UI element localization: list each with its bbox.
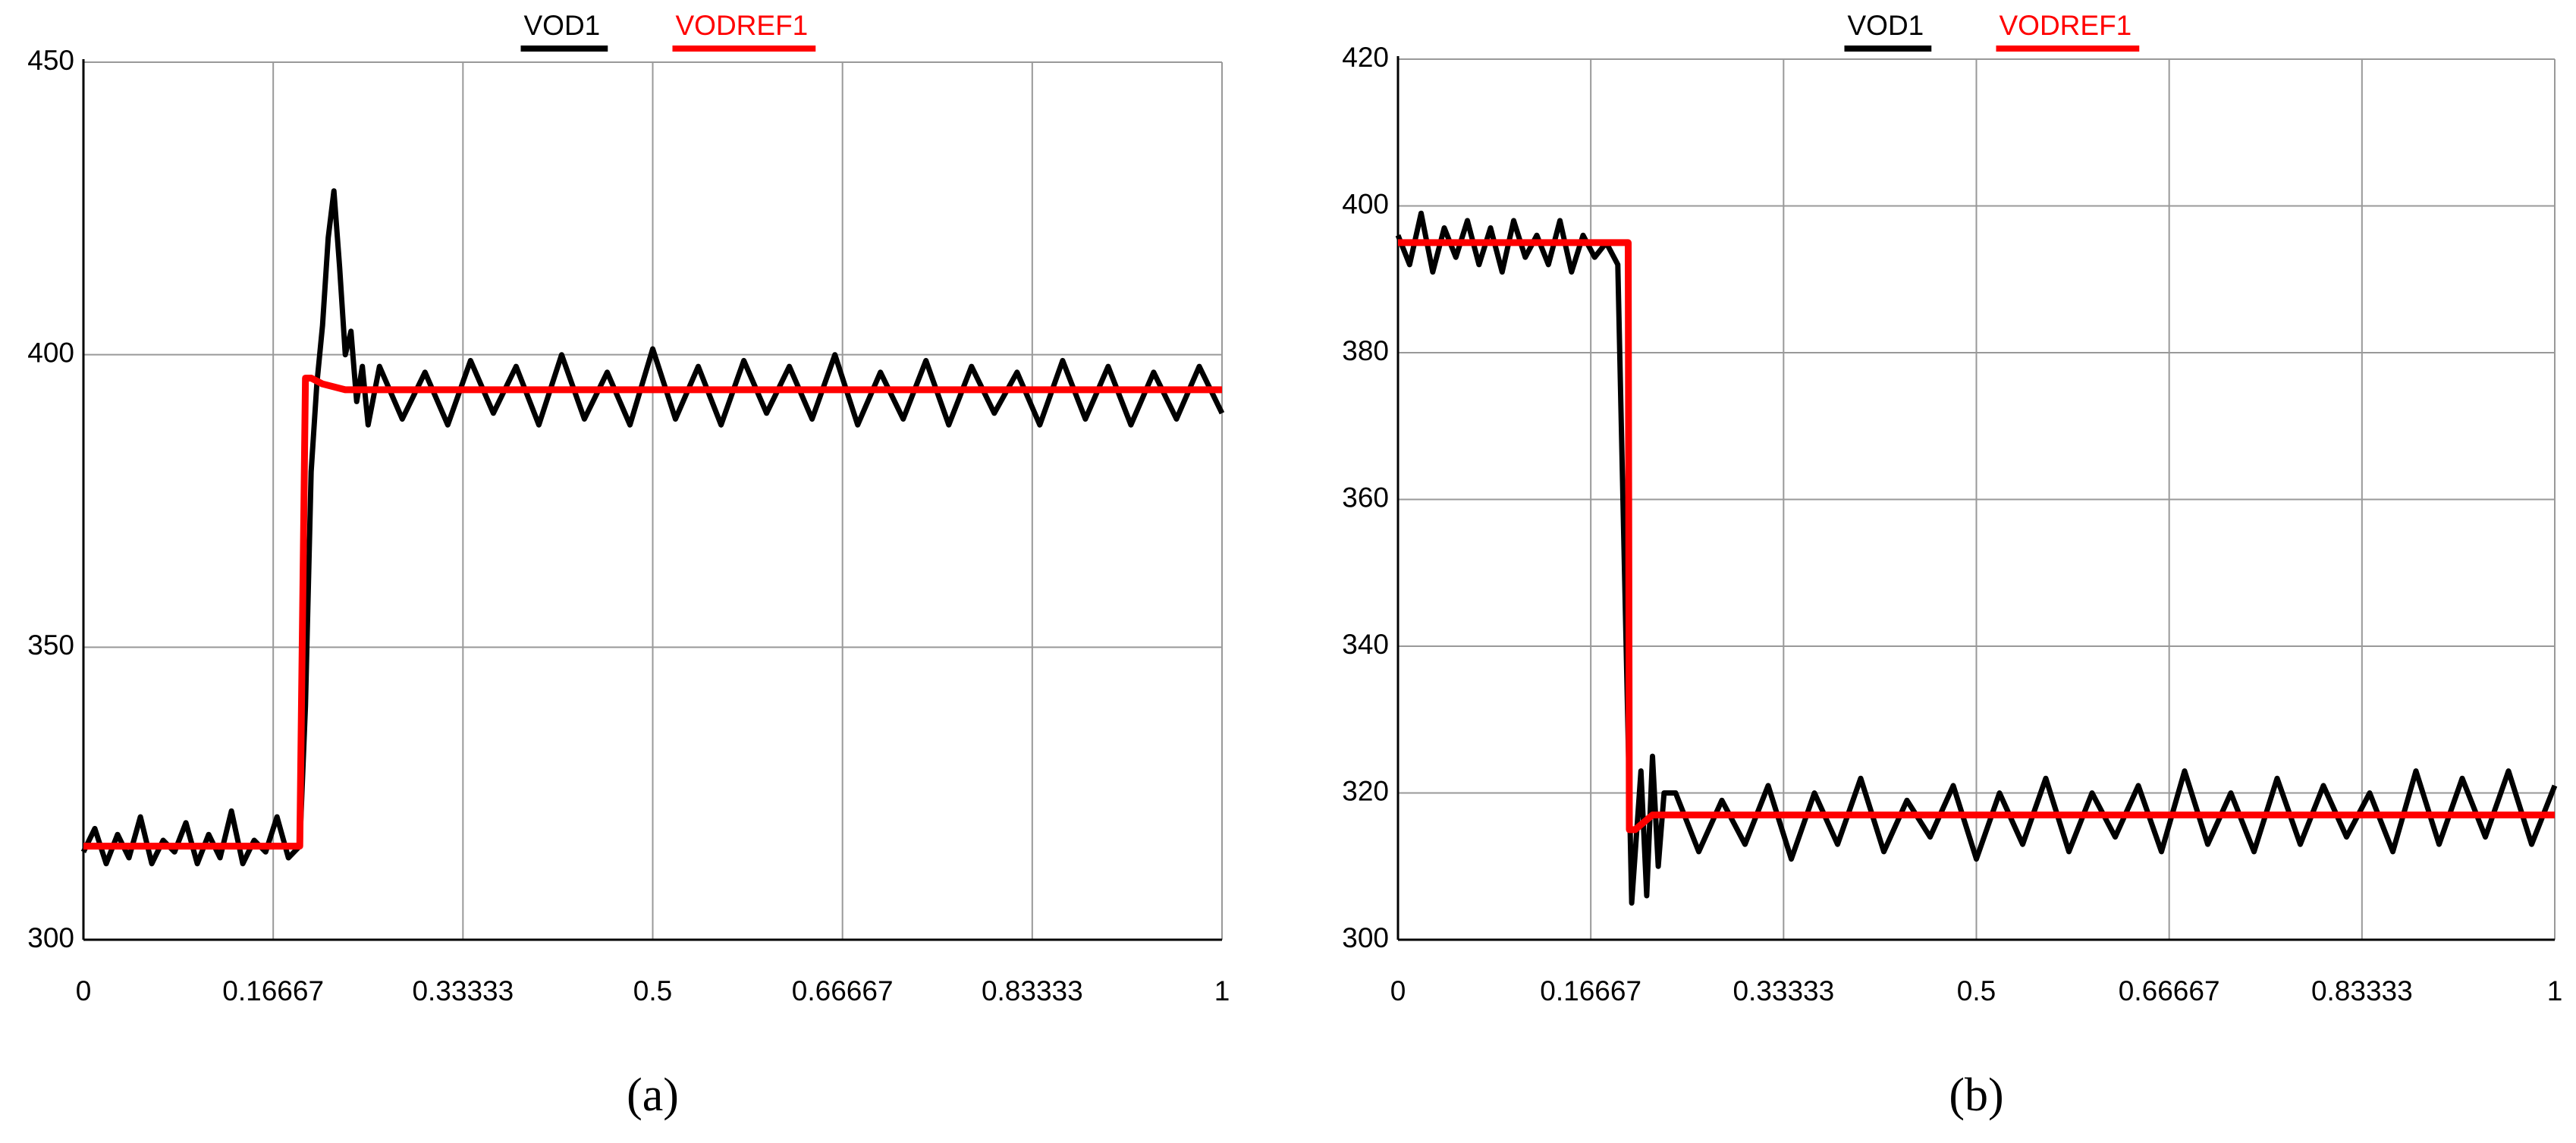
x-tick-label: 0.16667 [222,975,324,1006]
x-tick-label: 0.33333 [412,975,514,1006]
caption: (b) [1949,1069,2003,1121]
x-tick-label: 1 [1214,975,1230,1006]
caption: (a) [627,1069,679,1121]
y-tick-label: 400 [27,337,74,368]
x-tick-label: 0.33333 [1733,975,1834,1006]
legend-label: VOD1 [524,10,601,41]
x-tick-label: 0.83333 [2311,975,2413,1006]
x-tick-label: 1 [2547,975,2563,1006]
y-tick-label: 300 [1342,922,1389,953]
y-tick-label: 300 [27,922,74,953]
series-line [1398,239,2555,834]
y-tick-label: 350 [27,630,74,661]
x-tick-label: 0.5 [1957,975,1996,1006]
y-tick-label: 380 [1342,335,1389,366]
legend-label: VODREF1 [2000,10,2132,41]
y-tick-label: 400 [1342,188,1389,219]
y-tick-label: 320 [1342,775,1389,806]
series-line [1395,210,2558,906]
x-tick-label: 0.66667 [792,975,894,1006]
x-tick-label: 0 [76,975,92,1006]
legend-label: VODREF1 [676,10,809,41]
x-tick-label: 0.83333 [982,975,1083,1006]
y-tick-label: 340 [1342,629,1389,660]
x-tick-label: 0.16667 [1540,975,1641,1006]
y-tick-label: 360 [1342,482,1389,513]
x-tick-label: 0.66667 [2119,975,2220,1006]
series-line [83,375,1222,850]
legend-label: VOD1 [1848,10,1924,41]
x-tick-label: 0.5 [633,975,672,1006]
x-tick-label: 0 [1390,975,1406,1006]
y-tick-label: 450 [27,45,74,76]
y-tick-label: 420 [1342,42,1389,73]
